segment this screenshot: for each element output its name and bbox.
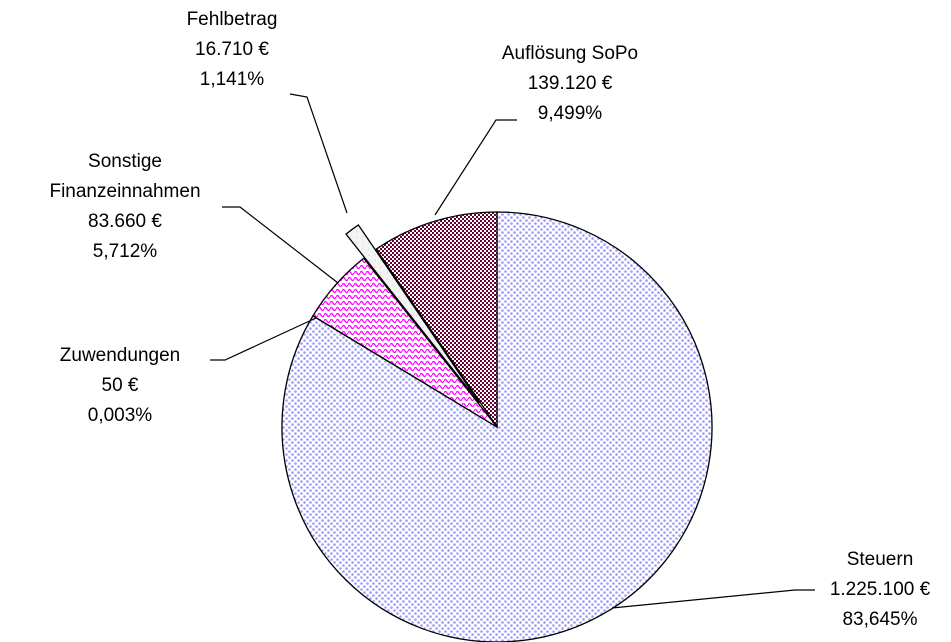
slice-value: 1.225.100 € [829,579,931,600]
slice-label: Fehlbetrag 16.710 € 1,141% [132,5,332,95]
slice-name: Zuwendungen [59,345,181,366]
slice-name: Fehlbetrag [186,9,278,30]
leader-line [222,206,339,284]
slice-name: Steuern [846,549,914,570]
slice-percent: 5,712% [92,241,158,262]
slice-value: 83.660 € [88,211,162,232]
leader-line [210,317,317,361]
slice-percent: 9,499% [537,103,603,124]
slice-percent: 83,645% [842,609,918,630]
pie-slice [375,211,498,430]
slice-label: Steuern 1.225.100 € 83,645% [780,545,951,635]
slice-label: Zuwendungen 50 € 0,003% [20,341,220,431]
slice-label: Sonstige Finanzeinnahmen 83.660 € 5,712% [20,147,230,267]
slice-name: Auflösung SoPo [501,43,639,64]
leader-line [289,93,348,214]
leader-line [434,119,517,216]
slice-value: 50 € [101,375,139,396]
slice-value: 139.120 € [527,73,613,94]
slice-percent: 1,141% [199,69,265,90]
slice-value: 16.710 € [195,39,269,60]
slice-label: Auflösung SoPo 139.120 € 9,499% [470,39,670,129]
leader-line [611,589,815,609]
pie-slice [345,224,480,404]
pie-slice [312,257,498,428]
slice-name: Sonstige Finanzeinnahmen [49,151,201,202]
slice-percent: 0,003% [87,405,153,426]
